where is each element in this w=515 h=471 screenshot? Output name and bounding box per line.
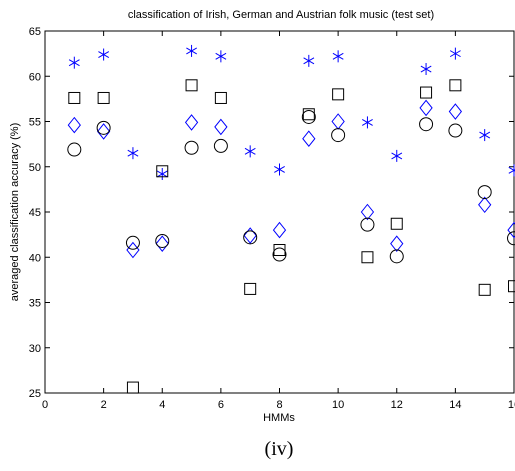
figure-caption: (iv) [265, 438, 294, 460]
square-marker [420, 86, 433, 99]
y-axis-label: averaged classification accuracy (%) [9, 123, 21, 302]
circle-marker [213, 138, 228, 153]
asterisk-marker [420, 63, 432, 76]
square-marker [478, 283, 491, 296]
asterisk-marker [68, 56, 80, 69]
asterisk-marker [508, 164, 515, 177]
x-tick-label: 12 [391, 399, 403, 411]
diamond-marker [302, 130, 316, 147]
y-tick-label: 45 [29, 207, 41, 219]
square-marker [126, 381, 139, 394]
circle-marker [360, 217, 375, 232]
circle-marker [243, 230, 258, 245]
circle-marker [419, 117, 434, 132]
square-marker [449, 79, 462, 92]
circle-marker [448, 123, 463, 138]
square-marker [361, 251, 374, 264]
chart-title: classification of Irish, German and Aust… [128, 9, 434, 21]
diamond-marker [360, 203, 375, 221]
diamond-marker [272, 221, 287, 239]
diamond-marker [243, 227, 257, 244]
x-tick-label: 14 [449, 399, 461, 411]
square-marker [390, 217, 403, 230]
diamond-marker [419, 99, 433, 117]
y-tick-label: 25 [29, 388, 41, 400]
circle-marker [507, 231, 515, 246]
diamond-marker [507, 221, 515, 239]
y-tick-label: 50 [29, 162, 41, 174]
square-marker [97, 91, 110, 104]
diamond-marker [331, 113, 345, 130]
y-tick-label: 65 [29, 26, 41, 38]
circle-marker [125, 235, 140, 250]
square-marker [273, 244, 286, 257]
diamond-marker [214, 118, 228, 136]
asterisk-marker [391, 149, 403, 162]
circle-marker [155, 233, 170, 248]
asterisk-marker [303, 54, 315, 67]
diamond-marker [67, 116, 81, 134]
y-tick-label: 55 [29, 117, 41, 129]
asterisk-marker [479, 129, 491, 142]
plot-area [44, 30, 515, 394]
diamond-marker [126, 241, 140, 259]
x-tick-label: 10 [332, 399, 344, 411]
asterisk-marker [244, 145, 256, 158]
circle-marker [67, 142, 82, 157]
circle-marker [184, 140, 199, 155]
x-tick-label: 8 [276, 399, 282, 411]
asterisk-marker [449, 47, 461, 60]
diamond-marker [155, 235, 169, 252]
x-tick-label: 2 [101, 399, 107, 411]
asterisk-marker [156, 167, 168, 180]
asterisk-marker [186, 44, 198, 57]
diamond-marker [390, 235, 404, 252]
x-tick-label: 4 [159, 399, 165, 411]
asterisk-marker [361, 116, 373, 129]
square-marker [185, 79, 198, 92]
circle-marker [477, 185, 492, 200]
square-marker [214, 91, 227, 104]
x-axis-label: HMMs [263, 412, 295, 424]
asterisk-marker [332, 50, 344, 63]
x-tick-label: 0 [42, 399, 48, 411]
y-tick-label: 35 [29, 298, 41, 310]
diamond-marker [448, 103, 463, 120]
circle-marker [96, 120, 111, 135]
axis-ticks: 0 2 4 6 8 10 12 14 16 25 30 35 40 45 50 55 60 65 [29, 26, 515, 411]
circle-marker [272, 247, 287, 262]
diamond-marker [96, 123, 111, 140]
diamond-marker [184, 114, 199, 131]
diamond-marker [478, 196, 492, 214]
circle-marker [301, 109, 316, 124]
square-marker [68, 91, 81, 104]
x-tick-label: 16 [508, 399, 515, 411]
y-tick-label: 40 [29, 252, 41, 264]
asterisk-marker [274, 163, 285, 176]
circle-marker [389, 249, 404, 264]
square-marker [156, 165, 169, 178]
x-tick-label: 6 [218, 399, 224, 411]
asterisk-marker [127, 147, 139, 160]
y-tick-label: 30 [29, 343, 41, 355]
asterisk-marker [215, 50, 227, 63]
circle-marker [331, 128, 346, 143]
asterisk-marker [98, 48, 110, 61]
square-marker [244, 282, 257, 295]
square-marker [508, 280, 515, 293]
square-marker [332, 88, 345, 101]
y-tick-label: 60 [29, 71, 41, 83]
data-points [67, 44, 515, 394]
